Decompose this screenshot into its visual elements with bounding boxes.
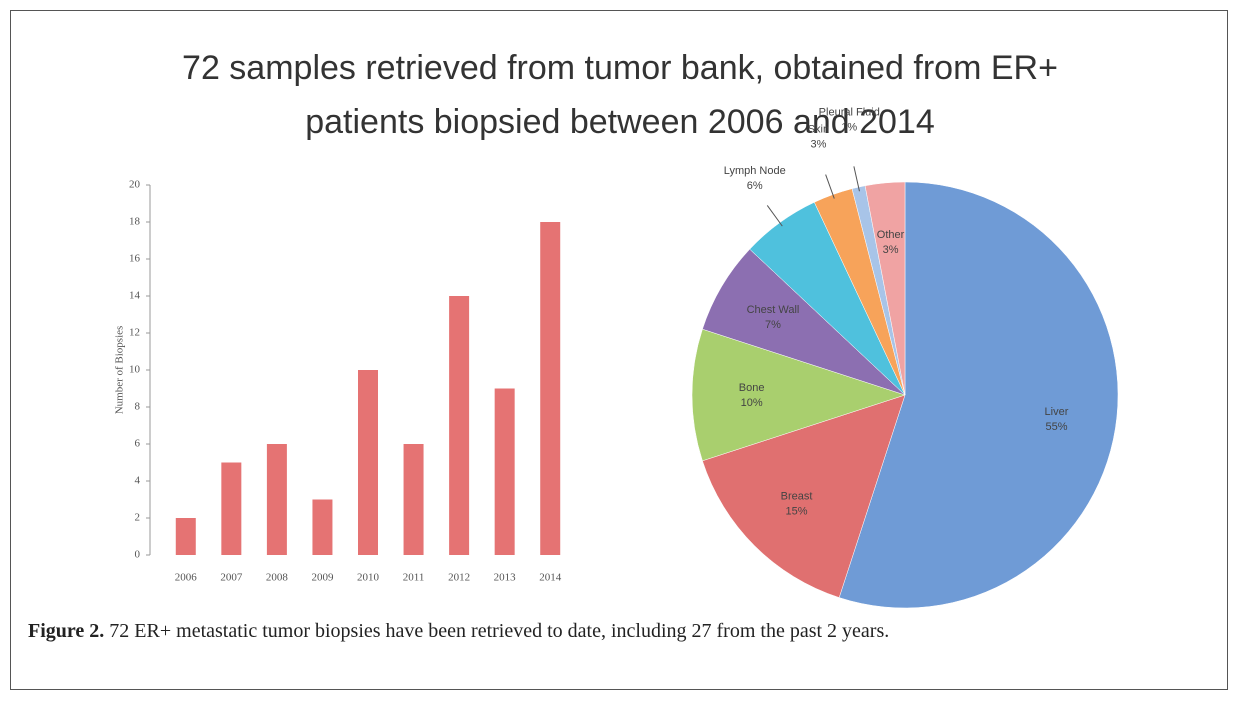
x-tick-label: 2010 (357, 572, 380, 584)
bar (175, 518, 196, 555)
y-tick-label: 16 (129, 253, 141, 265)
caption: Figure 2. 72 ER+ metastatic tumor biopsi… (28, 620, 889, 643)
slice-label: Pleural Fluid (819, 106, 880, 118)
y-tick-label: 14 (129, 290, 141, 302)
slice-value-label: 55% (1045, 421, 1067, 433)
bar (403, 444, 424, 555)
y-tick-label: 8 (135, 401, 141, 413)
slice-value-label: 6% (747, 180, 763, 192)
x-tick-label: 2011 (403, 572, 425, 584)
y-tick-label: 18 (129, 216, 141, 228)
y-tick-label: 0 (135, 549, 141, 561)
pie-slice (838, 181, 1119, 609)
y-tick-label: 20 (129, 179, 141, 191)
slice-label: Breast (781, 490, 813, 502)
slice-label: Other (877, 229, 905, 241)
slice-label: Liver (1045, 406, 1069, 418)
slice-value-label: 15% (786, 505, 808, 517)
y-tick-label: 6 (135, 438, 141, 450)
title-line: 72 samples retrieved from tumor bank, ob… (182, 49, 1058, 87)
x-tick-label: 2012 (448, 572, 470, 584)
pie-slice (702, 394, 906, 598)
caption-text: 72 ER+ metastatic tumor biopsies have be… (109, 620, 890, 642)
title-line: patients biopsied between 2006 and 2014 (305, 103, 935, 141)
x-tick-label: 2006 (175, 572, 198, 584)
x-tick-label: 2007 (220, 572, 243, 584)
x-tick-label: 2008 (266, 572, 289, 584)
bar (449, 296, 470, 555)
bar (312, 499, 333, 555)
bar (266, 444, 287, 555)
y-tick-label: 4 (135, 475, 141, 487)
bar (494, 388, 515, 555)
figure-frame (10, 10, 1228, 690)
slice-label: Bone (739, 382, 765, 394)
bar (358, 370, 378, 555)
slice-value-label: 7% (765, 319, 781, 331)
leader-line (825, 174, 835, 199)
leader-line (766, 205, 783, 227)
slice-value-label: 1% (841, 121, 857, 133)
x-tick-label: 2009 (311, 572, 334, 584)
pie-slice (864, 181, 906, 396)
chart: 72 samples retrieved from tumor bank, ob… (114, 49, 1119, 609)
bar (221, 462, 242, 555)
y-tick-label: 10 (129, 364, 141, 376)
y-axis-label: Number of Biopsies (114, 326, 126, 415)
slice-label: Chest Wall (747, 304, 800, 316)
y-tick-label: 12 (129, 327, 140, 339)
caption-label: Figure 2. (28, 620, 105, 642)
pie-slice (691, 328, 906, 462)
x-tick-label: 2014 (539, 572, 562, 584)
x-tick-label: 2013 (494, 572, 517, 584)
y-tick-label: 2 (135, 512, 141, 524)
slice-value-label: 10% (741, 397, 763, 409)
slice-label: Lymph Node (724, 165, 786, 177)
bar (540, 222, 561, 555)
slice-value-label: 3% (883, 244, 899, 256)
slice-label: Skin (808, 123, 829, 135)
slice-value-label: 3% (810, 138, 826, 150)
leader-line (853, 166, 860, 192)
